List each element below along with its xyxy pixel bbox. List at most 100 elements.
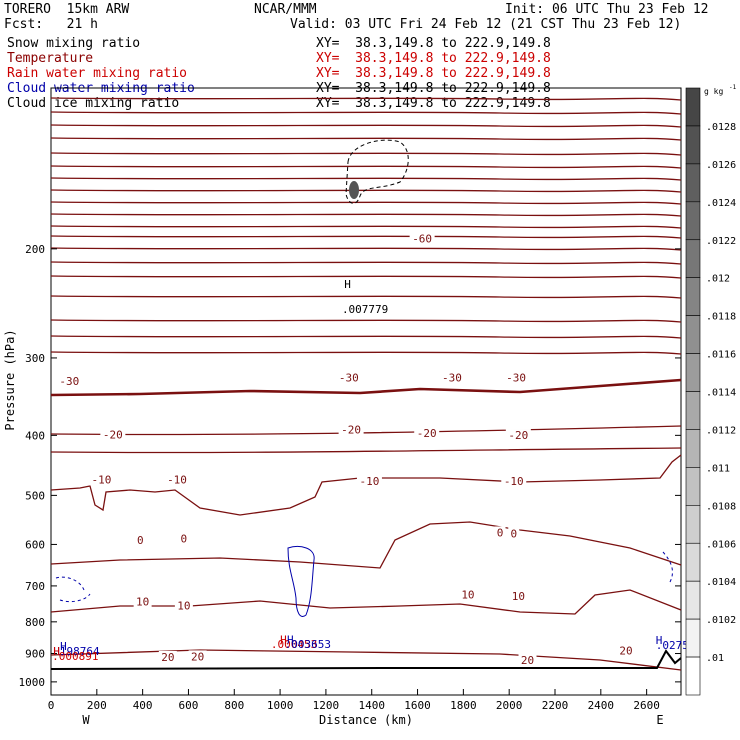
colorbar-swatch: [685, 656, 701, 696]
x-tick-label: 1400: [358, 699, 385, 712]
temperature-label: 20: [619, 644, 632, 657]
cloud-ice-contour: [345, 139, 409, 204]
colorbar-tick-label: .01: [706, 653, 724, 664]
colorbar-swatch: [685, 467, 701, 506]
x-tick-label: 2200: [542, 699, 569, 712]
temperature-label-bg: [439, 371, 465, 384]
colorbar-tick-label: .0104: [706, 577, 736, 588]
field-section-coords-1: XY= 38.3,149.8 to 222.9,149.8: [316, 51, 551, 66]
temperature-label: 10: [136, 596, 149, 609]
temperature-label: -10: [167, 473, 187, 486]
colorbar-swatch: [685, 505, 701, 544]
temperature-label: 0: [497, 526, 504, 539]
y-tick-label: 200: [25, 243, 45, 256]
y-tick-label: 300: [25, 352, 45, 365]
y-tick-label: 1000: [19, 676, 46, 689]
x-tick-label: 1600: [404, 699, 431, 712]
colorbar-swatch: [685, 277, 701, 316]
extremum-label: .02751: [656, 639, 696, 652]
temperature-label-bg: [164, 473, 190, 486]
temperature-label-bg: [505, 429, 531, 442]
isotherm-line: [50, 295, 682, 299]
temperature-label-bg: [158, 650, 177, 663]
field-section-coords-0: XY= 38.3,149.8 to 222.9,149.8: [316, 36, 551, 51]
x-tick-label: 2000: [496, 699, 523, 712]
x-tick-label: 800: [224, 699, 244, 712]
temperature-label-bg: [134, 533, 146, 546]
colorbar-swatch: [685, 353, 701, 392]
temperature-label-bg: [508, 527, 520, 540]
isotherm-line: [50, 335, 682, 339]
isotherm-line: [50, 521, 682, 569]
isotherm-line: [50, 275, 682, 279]
extremum-label: H: [344, 278, 351, 291]
extremum-label: H: [280, 634, 287, 647]
y-tick-label: 600: [25, 538, 45, 551]
extremum-label: .000891: [52, 650, 98, 663]
isotherm-line: [50, 152, 682, 156]
colorbar-unit-exponent: -1: [729, 84, 737, 91]
colorbar-tick-label: .0114: [706, 388, 736, 399]
colorbar-swatch: [685, 87, 701, 127]
isotherm-line: [50, 124, 682, 128]
temperature-label: -20: [103, 428, 123, 441]
x-tick-label: 0: [48, 699, 55, 712]
colorbar-tick-label: .012: [706, 274, 730, 285]
isotherm-line: [50, 225, 682, 229]
x-axis-title: Distance (km): [319, 713, 413, 727]
cloud-water-contour: [287, 546, 315, 617]
organization-label: NCAR/MMM: [254, 2, 317, 17]
colorbar-swatch: [685, 580, 701, 620]
temperature-label-bg: [338, 423, 364, 436]
temperature-label-bg: [414, 426, 440, 439]
temperature-label-bg: [509, 589, 528, 602]
isotherm-line: [50, 235, 682, 239]
isotherm-line: [50, 177, 682, 181]
forecast-hour: Fcst: 21 h: [4, 17, 98, 32]
temperature-label: 20: [161, 651, 174, 664]
field-name-4: Cloud ice mixing ratio: [7, 96, 180, 111]
field-name-0: Snow mixing ratio: [7, 36, 141, 51]
isotherm-line: [50, 213, 682, 217]
x-tick-label: 600: [179, 699, 199, 712]
isotherm-line: [50, 137, 682, 141]
temperature-label: -60: [412, 232, 432, 245]
colorbar-swatch: [685, 201, 701, 241]
colorbar-tick-label: .0112: [706, 425, 736, 436]
temperature-label: -20: [417, 427, 437, 440]
snow-max-shading: [349, 181, 359, 199]
colorbar-swatch: [685, 391, 701, 430]
y-tick-label: 500: [25, 489, 45, 502]
temperature-label-bg: [617, 644, 636, 657]
colorbar-tick-label: .0122: [706, 236, 736, 247]
field-section-coords-2: XY= 38.3,149.8 to 222.9,149.8: [316, 66, 551, 81]
y-tick-label: 800: [25, 616, 45, 629]
field-name-1: Temperature: [7, 51, 94, 66]
extremum-label: H: [656, 634, 663, 647]
isotherm-line: [50, 165, 682, 169]
isotherm-line: [50, 201, 682, 205]
x-west-label: W: [82, 713, 90, 727]
colorbar-tick-label: .0124: [706, 198, 736, 209]
temperature-label: 0: [137, 534, 144, 547]
temperature-label: -30: [506, 372, 526, 385]
temperature-label: -10: [504, 475, 524, 488]
temperature-label-bg: [518, 653, 537, 666]
isotherm-line: [50, 261, 682, 265]
temperature-label: -30: [339, 372, 359, 385]
temperature-label: -20: [341, 424, 361, 437]
temperature-label-bg: [133, 595, 152, 608]
colorbar-swatch: [685, 542, 701, 582]
init-time: Init: 06 UTC Thu 23 Feb 12: [505, 2, 709, 17]
isotherm-line: [50, 319, 682, 323]
field-name-2: Rain water mixing ratio: [7, 66, 188, 81]
x-tick-label: 200: [87, 699, 107, 712]
field-name-3: Cloud water mixing ratio: [7, 81, 195, 96]
temperature-label-bg: [88, 473, 114, 486]
extremum-label: H: [60, 640, 67, 653]
temperature-label: -30: [59, 375, 79, 388]
temperature-label-bg: [501, 475, 527, 488]
temperature-label-bg: [56, 374, 82, 387]
